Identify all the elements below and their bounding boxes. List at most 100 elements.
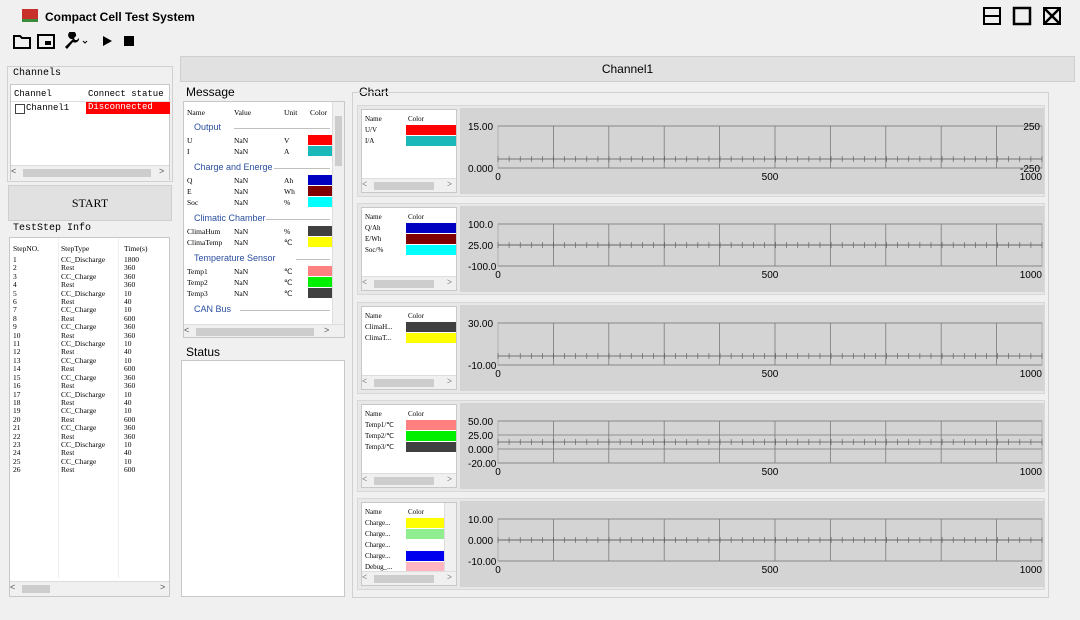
table-row[interactable]: 1 CC_Discharge 1800 (10, 255, 169, 264)
msg-col-name[interactable]: Name (187, 108, 205, 117)
table-row[interactable]: 7 CC_Charge 10 (10, 306, 169, 315)
table-row[interactable]: 26 Rest 600 (10, 465, 169, 474)
chart-plot[interactable]: 50.00 25.00 0.000 -20.00 0 500 1000 (460, 403, 1044, 489)
message-vscrollbar[interactable] (332, 102, 344, 324)
message-color-swatch (308, 197, 332, 207)
table-row[interactable]: 4 Rest 360 (10, 280, 169, 289)
chart-group (352, 92, 1049, 598)
legend-hscrollbar[interactable]: < > (362, 473, 456, 487)
column-header-connect-status[interactable]: Connect statue (88, 89, 164, 99)
table-row[interactable]: 10 Rest 360 (10, 331, 169, 340)
message-row-unit: Ah (284, 176, 294, 185)
legend-hscrollbar[interactable]: < > (362, 178, 456, 192)
step-number: 17 (13, 389, 21, 399)
save-icon[interactable] (36, 32, 56, 50)
start-button[interactable]: START (8, 185, 172, 221)
step-time: 10 (124, 406, 132, 416)
maximize-icon[interactable] (1011, 5, 1033, 27)
table-row[interactable]: 21 CC_Charge 360 (10, 423, 169, 432)
message-hscrollbar[interactable]: < > (184, 324, 344, 337)
table-row[interactable]: 20 Rest 600 (10, 414, 169, 424)
table-row[interactable]: 15 CC_Charge 360 (10, 372, 169, 382)
legend-color-swatch (406, 245, 456, 255)
table-row[interactable]: 9 CC_Charge 360 (10, 322, 169, 331)
message-color-swatch (308, 226, 332, 236)
x-tick-label: 1000 (1020, 369, 1043, 380)
step-type: CC_Charge (61, 406, 97, 416)
step-time: 600 (124, 414, 136, 424)
legend-header: Color (408, 312, 424, 320)
step-type: Rest (61, 414, 75, 424)
legend-header: Color (408, 410, 424, 418)
msg-col-value[interactable]: Value (234, 108, 252, 117)
table-row[interactable]: 14 Rest 600 (10, 364, 169, 374)
table-row[interactable]: 24 Rest 40 (10, 448, 169, 458)
chart-plot[interactable]: 100.0 25.00 -100.0 0 500 1000 (460, 206, 1044, 292)
message-row-name: Q (187, 176, 193, 185)
channels-hscrollbar[interactable]: < > (11, 165, 169, 180)
channel-checkbox[interactable] (15, 104, 25, 114)
start-button-label: START (71, 195, 109, 210)
open-folder-icon[interactable] (12, 32, 32, 50)
column-header-time[interactable]: Time(s) (124, 243, 148, 253)
msg-col-color[interactable]: Color (310, 108, 328, 117)
chart-plot[interactable]: 30.00 -10.00 0 500 1000 (460, 305, 1044, 391)
legend-hscrollbar[interactable]: < > (362, 571, 456, 585)
channels-group (7, 66, 173, 182)
restore-icon[interactable] (981, 5, 1003, 27)
message-group-label[interactable]: Temperature Sensor (194, 253, 276, 263)
table-row[interactable]: 19 CC_Charge 10 (10, 406, 169, 416)
legend-vscrollbar[interactable] (444, 503, 456, 571)
table-row[interactable]: 23 CC_Discharge 10 (10, 439, 169, 449)
y-tick-label: 100.0 (468, 220, 493, 231)
table-row[interactable]: 8 Rest 600 (10, 313, 169, 323)
channel-row[interactable]: Channel1 Disconnected (11, 102, 171, 115)
y-tick-label: -10.00 (468, 557, 497, 568)
teststep-hscrollbar[interactable]: < > (10, 581, 169, 596)
message-group-label[interactable]: Output (194, 122, 222, 132)
message-group-label[interactable]: Charge and Energe (194, 162, 273, 172)
column-header-channel[interactable]: Channel (14, 89, 52, 99)
step-type: Rest (61, 364, 75, 374)
play-icon[interactable] (97, 32, 117, 50)
settings-wrench-icon[interactable] (62, 32, 88, 50)
chart-plot[interactable]: 15.00 0.000 250 -250 0 500 1000 (460, 108, 1044, 194)
step-time: 360 (124, 372, 136, 382)
message-color-swatch (308, 146, 332, 156)
table-row[interactable]: 2 Rest 360 (10, 263, 169, 272)
channel-tab-header[interactable]: Channel1 (180, 56, 1075, 82)
step-number: 23 (13, 439, 21, 449)
step-number: 18 (13, 397, 21, 407)
step-type: CC_Charge (61, 372, 97, 382)
table-row[interactable]: 12 Rest 40 (10, 347, 169, 357)
step-type: CC_Charge (61, 456, 97, 466)
step-type: Rest (61, 448, 75, 458)
legend-color-swatch (406, 420, 456, 430)
legend-hscrollbar[interactable]: < > (362, 375, 456, 389)
legend-hscrollbar[interactable]: < > (362, 276, 456, 290)
message-group-label[interactable]: Climatic Chamber (194, 213, 266, 223)
msg-col-unit[interactable]: Unit (284, 108, 298, 117)
table-row[interactable]: 11 CC_Discharge 10 (10, 339, 169, 348)
table-row[interactable]: 13 CC_Charge 10 (10, 356, 169, 365)
table-row[interactable]: 22 Rest 360 (10, 432, 169, 441)
table-row[interactable]: 6 Rest 40 (10, 297, 169, 306)
status-log[interactable] (181, 360, 345, 597)
step-number: 12 (13, 347, 21, 357)
table-row[interactable]: 16 Rest 360 (10, 381, 169, 390)
step-type: CC_Discharge (61, 288, 106, 298)
table-row[interactable]: 17 CC_Discharge 10 (10, 389, 169, 399)
step-time: 600 (124, 313, 136, 323)
x-tick-label: 0 (495, 369, 501, 380)
stop-icon[interactable] (119, 32, 139, 50)
table-row[interactable]: 25 CC_Charge 10 (10, 456, 169, 466)
close-icon[interactable] (1041, 5, 1063, 27)
table-row[interactable]: 3 CC_Charge 360 (10, 272, 169, 281)
column-header-steptype[interactable]: StepType (61, 243, 90, 253)
table-row[interactable]: 5 CC_Discharge 10 (10, 288, 169, 298)
chart-plot[interactable]: 10.00 0.000 -10.00 0 500 1000 (460, 501, 1044, 587)
column-header-stepno[interactable]: StepNO. (13, 243, 40, 253)
x-tick-label: 1000 (1020, 467, 1043, 478)
table-row[interactable]: 18 Rest 40 (10, 397, 169, 407)
message-group-label[interactable]: CAN Bus (194, 304, 232, 314)
